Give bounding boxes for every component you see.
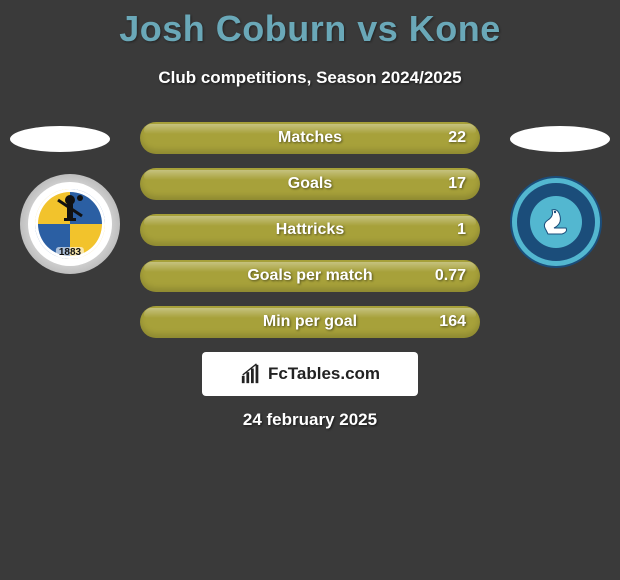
stat-value: 17 bbox=[448, 175, 466, 193]
player-right-marker bbox=[510, 126, 610, 152]
subtitle: Club competitions, Season 2024/2025 bbox=[0, 68, 620, 88]
stat-value: 164 bbox=[439, 313, 466, 331]
stat-value: 22 bbox=[448, 129, 466, 147]
stat-row-hattricks: Hattricks 1 bbox=[140, 214, 480, 246]
player-left-marker bbox=[10, 126, 110, 152]
stat-label: Goals per match bbox=[140, 267, 480, 285]
page-title: Josh Coburn vs Kone bbox=[0, 0, 620, 50]
stat-row-matches: Matches 22 bbox=[140, 122, 480, 154]
brand-text: FcTables.com bbox=[268, 364, 380, 384]
stat-value: 0.77 bbox=[435, 267, 466, 285]
chart-icon bbox=[240, 363, 262, 385]
stat-label: Matches bbox=[140, 129, 480, 147]
stat-row-goals: Goals 17 bbox=[140, 168, 480, 200]
badge-year: 1883 bbox=[56, 247, 84, 258]
stat-row-mpg: Min per goal 164 bbox=[140, 306, 480, 338]
club-badge-right bbox=[512, 178, 600, 266]
stat-value: 1 bbox=[457, 221, 466, 239]
swan-icon bbox=[530, 196, 582, 248]
pirate-icon bbox=[50, 190, 90, 240]
date-text: 24 february 2025 bbox=[0, 410, 620, 430]
stats-bars: Matches 22 Goals 17 Hattricks 1 Goals pe… bbox=[140, 122, 480, 352]
brand-link[interactable]: FcTables.com bbox=[202, 352, 418, 396]
stat-row-gpm: Goals per match 0.77 bbox=[140, 260, 480, 292]
club-badge-left: 1883 bbox=[20, 174, 120, 274]
stat-label: Goals bbox=[140, 175, 480, 193]
stat-label: Min per goal bbox=[140, 313, 480, 331]
stat-label: Hattricks bbox=[140, 221, 480, 239]
